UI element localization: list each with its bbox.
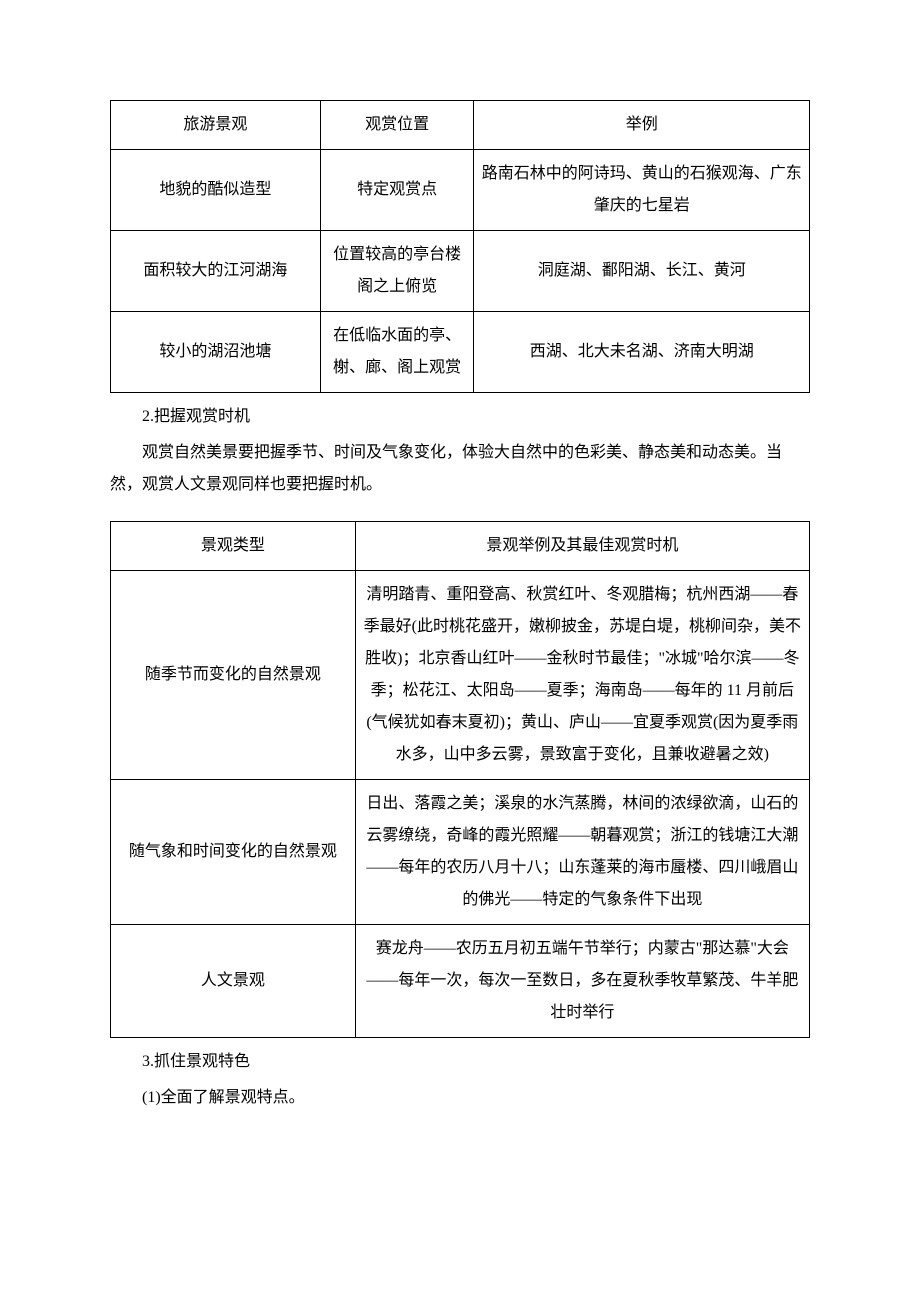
table-cell: 人文景观 bbox=[111, 925, 356, 1038]
table-cell: 特定观赏点 bbox=[320, 150, 474, 231]
table-cell: 西湖、北大未名湖、济南大明湖 bbox=[474, 312, 810, 393]
table-cell: 地貌的酷似造型 bbox=[111, 150, 321, 231]
table-row: 面积较大的江河湖海 位置较高的亭台楼阁之上俯览 洞庭湖、鄱阳湖、长江、黄河 bbox=[111, 231, 810, 312]
table-row: 随气象和时间变化的自然景观 日出、落霞之美；溪泉的水汽蒸腾，林间的浓绿欲滴，山石… bbox=[111, 780, 810, 925]
table-row: 旅游景观 观赏位置 举例 bbox=[111, 101, 810, 150]
paragraph-body: 观赏自然美景要把握季节、时间及气象变化，体验大自然中的色彩美、静态美和动态美。当… bbox=[110, 437, 810, 501]
table-cell: 在低临水面的亭、榭、廊、阁上观赏 bbox=[320, 312, 474, 393]
table-cell: 洞庭湖、鄱阳湖、长江、黄河 bbox=[474, 231, 810, 312]
paragraph-section-heading: 2.把握观赏时机 bbox=[110, 401, 810, 433]
table-cell: 面积较大的江河湖海 bbox=[111, 231, 321, 312]
table-cell: 随季节而变化的自然景观 bbox=[111, 571, 356, 780]
table-row: 地貌的酷似造型 特定观赏点 路南石林中的阿诗玛、黄山的石猴观海、广东肇庆的七星岩 bbox=[111, 150, 810, 231]
table-header-cell: 观赏位置 bbox=[320, 101, 474, 150]
table-header-cell: 旅游景观 bbox=[111, 101, 321, 150]
table-header-cell: 景观举例及其最佳观赏时机 bbox=[355, 522, 809, 571]
table-cell: 随气象和时间变化的自然景观 bbox=[111, 780, 356, 925]
table-row: 人文景观 赛龙舟——农历五月初五端午节举行；内蒙古"那达慕"大会——每年一次，每… bbox=[111, 925, 810, 1038]
table-cell: 清明踏青、重阳登高、秋赏红叶、冬观腊梅；杭州西湖——春季最好(此时桃花盛开，嫩柳… bbox=[355, 571, 809, 780]
table-cell: 路南石林中的阿诗玛、黄山的石猴观海、广东肇庆的七星岩 bbox=[474, 150, 810, 231]
table-header-cell: 举例 bbox=[474, 101, 810, 150]
table-viewing-time: 景观类型 景观举例及其最佳观赏时机 随季节而变化的自然景观 清明踏青、重阳登高、… bbox=[110, 521, 810, 1038]
paragraph-body: (1)全面了解景观特点。 bbox=[110, 1082, 810, 1114]
paragraph-section-heading: 3.抓住景观特色 bbox=[110, 1046, 810, 1078]
table-row: 随季节而变化的自然景观 清明踏青、重阳登高、秋赏红叶、冬观腊梅；杭州西湖——春季… bbox=[111, 571, 810, 780]
table-header-cell: 景观类型 bbox=[111, 522, 356, 571]
table-cell: 日出、落霞之美；溪泉的水汽蒸腾，林间的浓绿欲滴，山石的云雾缭绕，奇峰的霞光照耀—… bbox=[355, 780, 809, 925]
table-cell: 位置较高的亭台楼阁之上俯览 bbox=[320, 231, 474, 312]
table-cell: 赛龙舟——农历五月初五端午节举行；内蒙古"那达慕"大会——每年一次，每次一至数日… bbox=[355, 925, 809, 1038]
table-viewing-position: 旅游景观 观赏位置 举例 地貌的酷似造型 特定观赏点 路南石林中的阿诗玛、黄山的… bbox=[110, 100, 810, 393]
spacer bbox=[110, 505, 810, 521]
table-row: 景观类型 景观举例及其最佳观赏时机 bbox=[111, 522, 810, 571]
table-cell: 较小的湖沼池塘 bbox=[111, 312, 321, 393]
document-page: 旅游景观 观赏位置 举例 地貌的酷似造型 特定观赏点 路南石林中的阿诗玛、黄山的… bbox=[0, 0, 920, 1302]
table-row: 较小的湖沼池塘 在低临水面的亭、榭、廊、阁上观赏 西湖、北大未名湖、济南大明湖 bbox=[111, 312, 810, 393]
